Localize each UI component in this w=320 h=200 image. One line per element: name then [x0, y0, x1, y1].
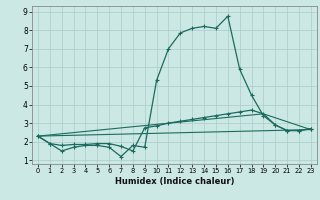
X-axis label: Humidex (Indice chaleur): Humidex (Indice chaleur) — [115, 177, 234, 186]
